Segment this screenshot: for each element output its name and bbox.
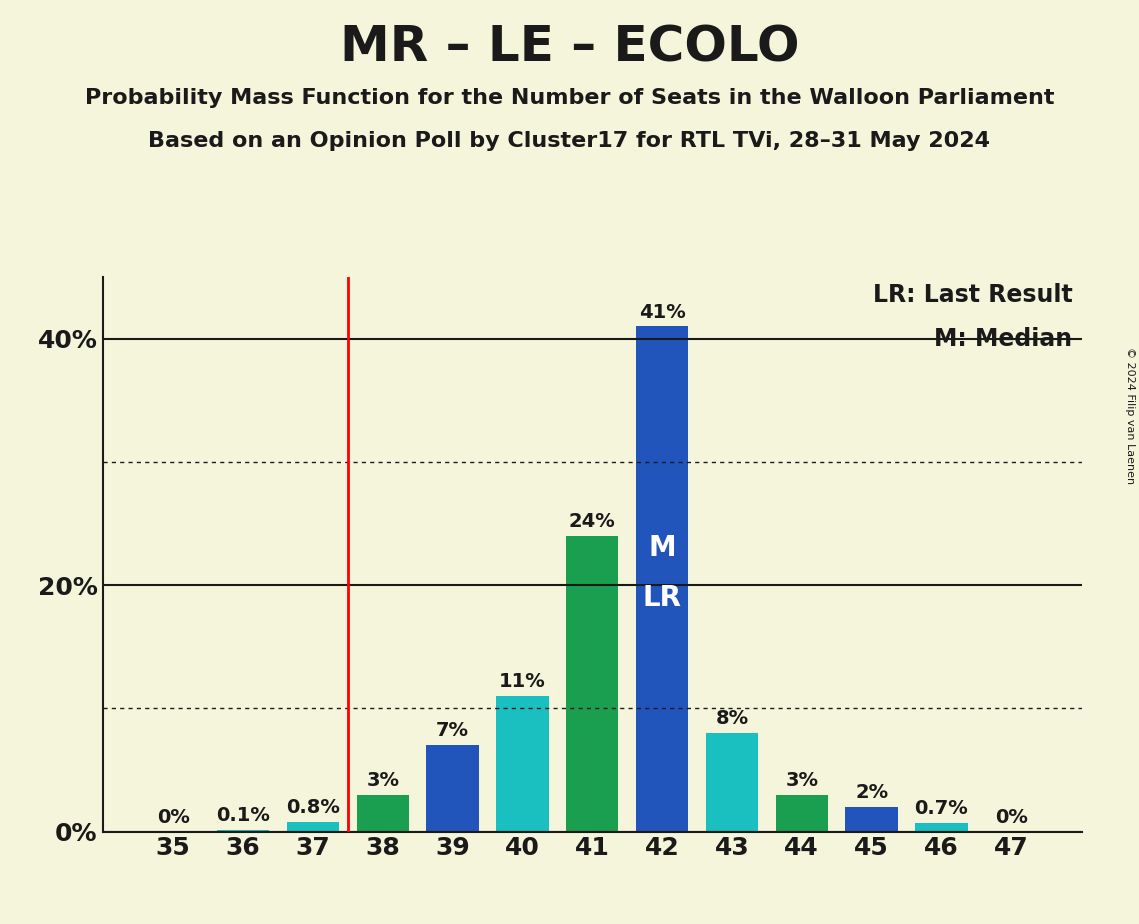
Text: LR: Last Result: LR: Last Result	[872, 283, 1072, 307]
Bar	[287, 821, 339, 832]
Bar	[566, 536, 618, 832]
Text: Based on an Opinion Poll by Cluster17 for RTL TVi, 28–31 May 2024: Based on an Opinion Poll by Cluster17 fo…	[148, 131, 991, 152]
Bar	[636, 326, 688, 832]
Text: © 2024 Filip van Laenen: © 2024 Filip van Laenen	[1125, 347, 1134, 484]
Bar	[497, 696, 549, 832]
Bar	[357, 795, 409, 832]
Text: 0.8%: 0.8%	[286, 797, 339, 817]
Text: 41%: 41%	[639, 302, 686, 322]
Bar	[776, 795, 828, 832]
Bar	[845, 807, 898, 832]
Text: 0.1%: 0.1%	[216, 807, 270, 825]
Text: 11%: 11%	[499, 672, 546, 691]
Text: 2%: 2%	[855, 783, 888, 802]
Text: 24%: 24%	[568, 512, 616, 531]
Text: 8%: 8%	[715, 709, 748, 728]
Text: M: Median: M: Median	[934, 327, 1072, 351]
Text: M: M	[648, 534, 675, 562]
Bar	[706, 733, 759, 832]
Text: 3%: 3%	[367, 771, 400, 790]
Bar	[216, 831, 269, 832]
Text: LR: LR	[642, 584, 681, 612]
Text: 0%: 0%	[157, 808, 190, 827]
Text: 7%: 7%	[436, 722, 469, 740]
Bar	[426, 746, 478, 832]
Bar	[916, 823, 968, 832]
Text: MR – LE – ECOLO: MR – LE – ECOLO	[339, 23, 800, 71]
Text: Probability Mass Function for the Number of Seats in the Walloon Parliament: Probability Mass Function for the Number…	[84, 88, 1055, 108]
Text: 3%: 3%	[785, 771, 818, 790]
Text: 0.7%: 0.7%	[915, 799, 968, 818]
Text: 0%: 0%	[994, 808, 1027, 827]
